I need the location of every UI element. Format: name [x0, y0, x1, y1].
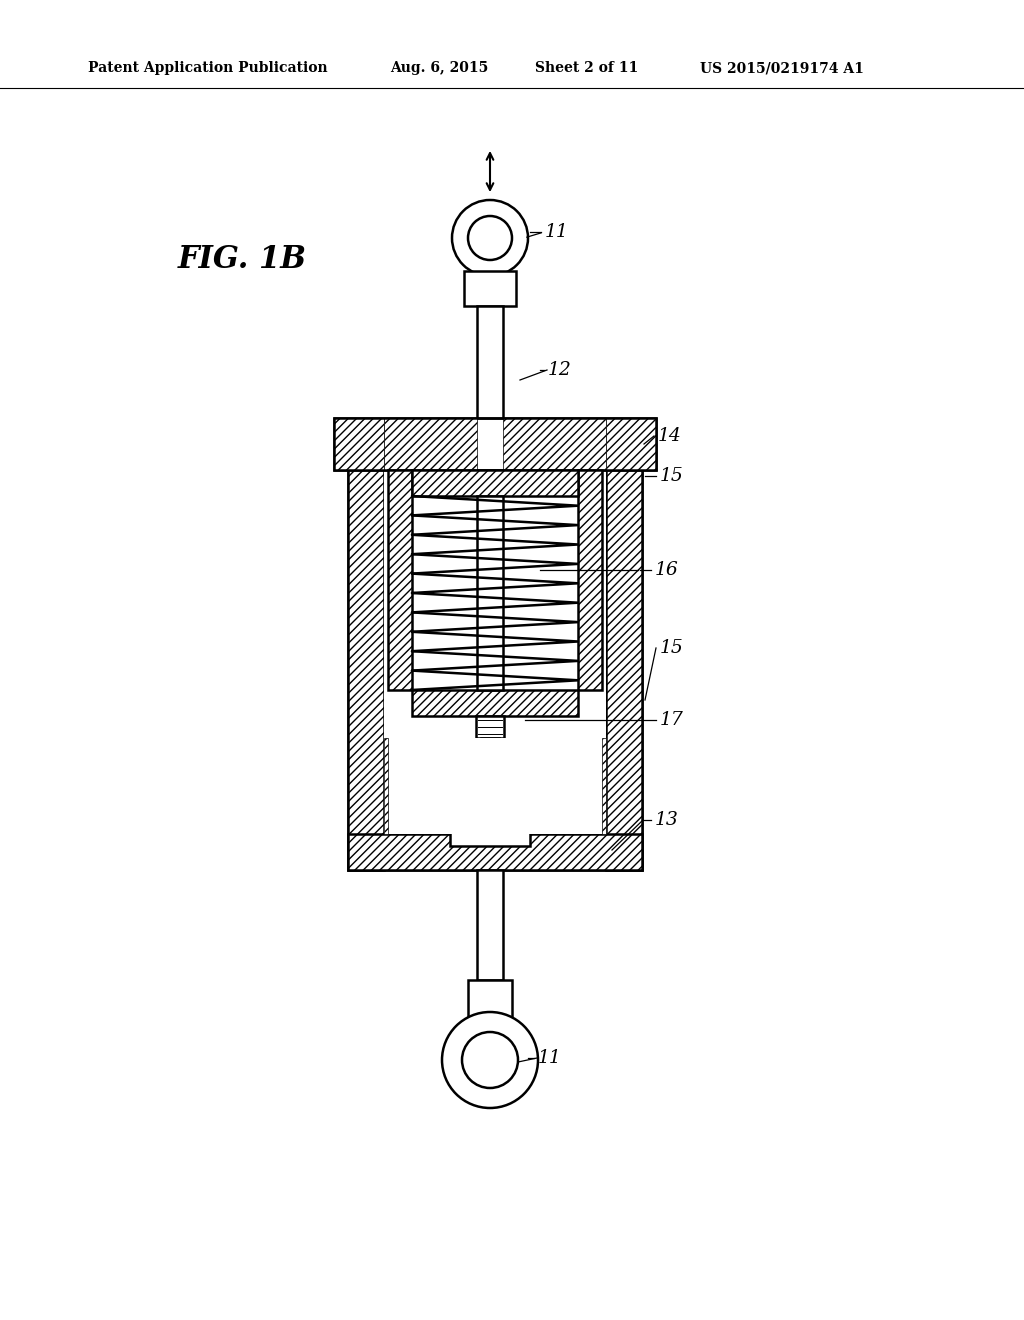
Bar	[477, 306, 503, 430]
Text: 15: 15	[660, 639, 684, 657]
Bar	[477, 870, 503, 979]
Bar	[388, 470, 412, 690]
Bar	[334, 418, 656, 470]
Bar	[606, 418, 656, 470]
Text: 13: 13	[655, 810, 679, 829]
Bar	[348, 834, 642, 870]
Bar	[606, 430, 642, 870]
Bar	[334, 418, 656, 470]
Text: 11: 11	[545, 223, 568, 242]
Text: FIG. 1B: FIG. 1B	[178, 244, 307, 276]
Text: 14: 14	[658, 426, 682, 445]
Bar	[602, 738, 606, 834]
Bar	[578, 470, 602, 690]
Circle shape	[452, 201, 528, 276]
Bar	[348, 430, 642, 870]
Bar	[384, 738, 606, 834]
Bar	[348, 430, 384, 870]
Bar	[468, 979, 512, 1016]
Text: 12: 12	[548, 360, 571, 379]
Bar	[412, 690, 578, 715]
Bar	[384, 738, 388, 834]
Text: Sheet 2 of 11: Sheet 2 of 11	[535, 61, 638, 75]
Circle shape	[462, 1032, 518, 1088]
Bar	[384, 418, 477, 470]
Bar	[334, 418, 384, 470]
Text: Aug. 6, 2015: Aug. 6, 2015	[390, 61, 488, 75]
Bar	[481, 738, 499, 824]
Bar	[450, 824, 530, 846]
Bar	[503, 418, 606, 470]
Text: US 2015/0219174 A1: US 2015/0219174 A1	[700, 61, 864, 75]
Bar	[384, 430, 606, 834]
Text: 16: 16	[655, 561, 679, 579]
Bar	[412, 470, 578, 496]
Circle shape	[442, 1012, 538, 1107]
Bar	[476, 715, 504, 738]
Circle shape	[468, 216, 512, 260]
Bar	[464, 271, 516, 306]
Bar	[477, 496, 503, 690]
Text: 15: 15	[660, 467, 684, 484]
Text: 17: 17	[660, 711, 684, 729]
Text: 11: 11	[538, 1049, 562, 1067]
Text: Patent Application Publication: Patent Application Publication	[88, 61, 328, 75]
